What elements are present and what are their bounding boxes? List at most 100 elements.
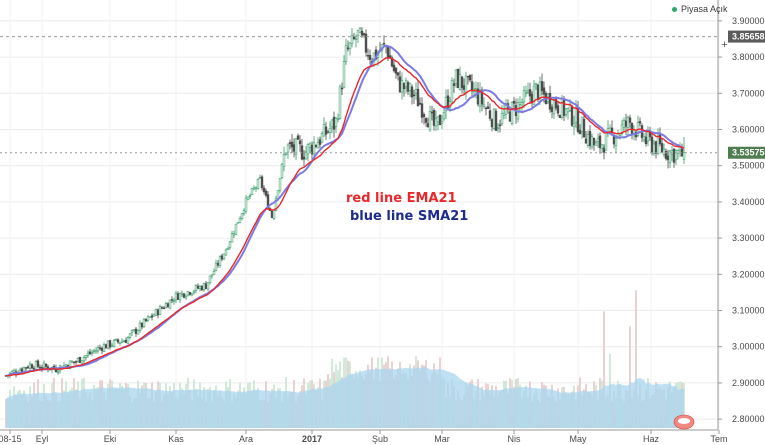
candle-body — [488, 110, 492, 119]
event-flag-icon[interactable] — [673, 414, 695, 430]
candle-body — [70, 361, 74, 363]
candle-body — [630, 123, 634, 134]
candle-body — [114, 338, 118, 341]
candle-body — [668, 150, 672, 164]
candle-body — [598, 135, 602, 149]
candle-body — [204, 283, 208, 289]
candle-body — [186, 291, 190, 296]
candle-body — [348, 42, 352, 50]
candle-body — [196, 285, 200, 289]
candle-body — [414, 88, 418, 94]
candle-body — [138, 322, 142, 331]
candle-body — [288, 142, 292, 144]
candle-body — [168, 299, 172, 309]
candle-body — [100, 347, 104, 351]
flag-inner — [678, 418, 690, 424]
candle-body — [122, 340, 126, 343]
candle-body — [512, 101, 516, 104]
candle-body — [44, 364, 48, 367]
x-tick-label: Kas — [168, 434, 184, 444]
candle-body — [88, 351, 92, 355]
candle-body — [564, 108, 568, 115]
candle-body — [642, 136, 646, 141]
y-tick-label: 3.80000 — [732, 52, 765, 62]
candle-body — [574, 107, 578, 123]
candle-body — [64, 364, 68, 367]
candle-body — [336, 118, 340, 120]
candle-body — [580, 116, 584, 132]
candle-body — [34, 361, 38, 371]
volume-bar — [629, 326, 631, 428]
candle-body — [90, 352, 94, 354]
candle-body — [190, 293, 194, 296]
candle-body — [164, 303, 168, 309]
candle-body — [462, 85, 466, 90]
candle-body — [272, 209, 276, 219]
y-tick-label: 3.60000 — [732, 124, 765, 134]
candle-body — [234, 223, 238, 235]
candle-body — [96, 347, 100, 352]
candle-body — [316, 142, 320, 149]
add-price-line-icon[interactable]: + — [721, 39, 728, 51]
candle-body — [362, 33, 366, 36]
candle-body — [420, 103, 424, 118]
candle-body — [586, 133, 590, 146]
candle-body — [320, 133, 324, 143]
candle-body — [530, 93, 534, 103]
candle-body — [106, 340, 110, 349]
candle-body — [170, 299, 174, 301]
candle-body — [222, 253, 226, 260]
candle-body — [398, 76, 402, 93]
candle-body — [464, 75, 468, 93]
candle-body — [350, 34, 354, 44]
candle-body — [144, 318, 148, 322]
candle-body — [438, 114, 442, 126]
candle-body — [538, 81, 542, 99]
candle-body — [430, 111, 434, 114]
candle-body — [112, 339, 116, 347]
candle-body — [386, 46, 390, 59]
candle-body — [24, 367, 28, 369]
candle-body — [56, 371, 60, 373]
candle-body — [120, 340, 124, 343]
candle-body — [98, 347, 102, 349]
candle-body — [270, 210, 274, 218]
candlesticks — [4, 27, 686, 379]
candle-body — [156, 309, 160, 316]
candle-body — [408, 83, 412, 91]
candle-body — [570, 105, 574, 126]
candle-body — [236, 222, 240, 224]
candle-body — [38, 366, 42, 369]
candle-body — [548, 93, 552, 110]
candle-body — [602, 147, 606, 153]
candle-body — [158, 306, 162, 315]
x-tick-label: Tem — [710, 434, 727, 444]
candle-body — [418, 102, 422, 105]
candle-body — [482, 104, 486, 107]
y-tick-label: 3.10000 — [732, 306, 765, 316]
candle-body — [136, 330, 140, 335]
candle-body — [396, 72, 400, 76]
candle-body — [534, 82, 538, 85]
candle-body — [180, 292, 184, 295]
candle-body — [434, 118, 438, 127]
candle-body — [604, 132, 608, 151]
x-tick-label: 2017 — [302, 434, 322, 444]
market-status-label: Piyasa Açık — [681, 4, 728, 14]
candle-body — [146, 316, 150, 321]
candle-body — [626, 116, 630, 128]
candle-body — [262, 187, 266, 193]
candle-body — [334, 118, 338, 127]
candle-body — [346, 47, 350, 50]
x-tick-label: Şub — [372, 434, 388, 444]
candle-body — [342, 60, 346, 88]
sma21-line — [5, 44, 685, 377]
candle-body — [620, 124, 624, 134]
candle-body — [596, 138, 600, 143]
candle-body — [550, 106, 554, 112]
y-tick-label: 3.20000 — [732, 269, 765, 279]
candle-body — [578, 129, 582, 134]
candle-body — [32, 368, 36, 370]
candle-body — [422, 114, 426, 118]
